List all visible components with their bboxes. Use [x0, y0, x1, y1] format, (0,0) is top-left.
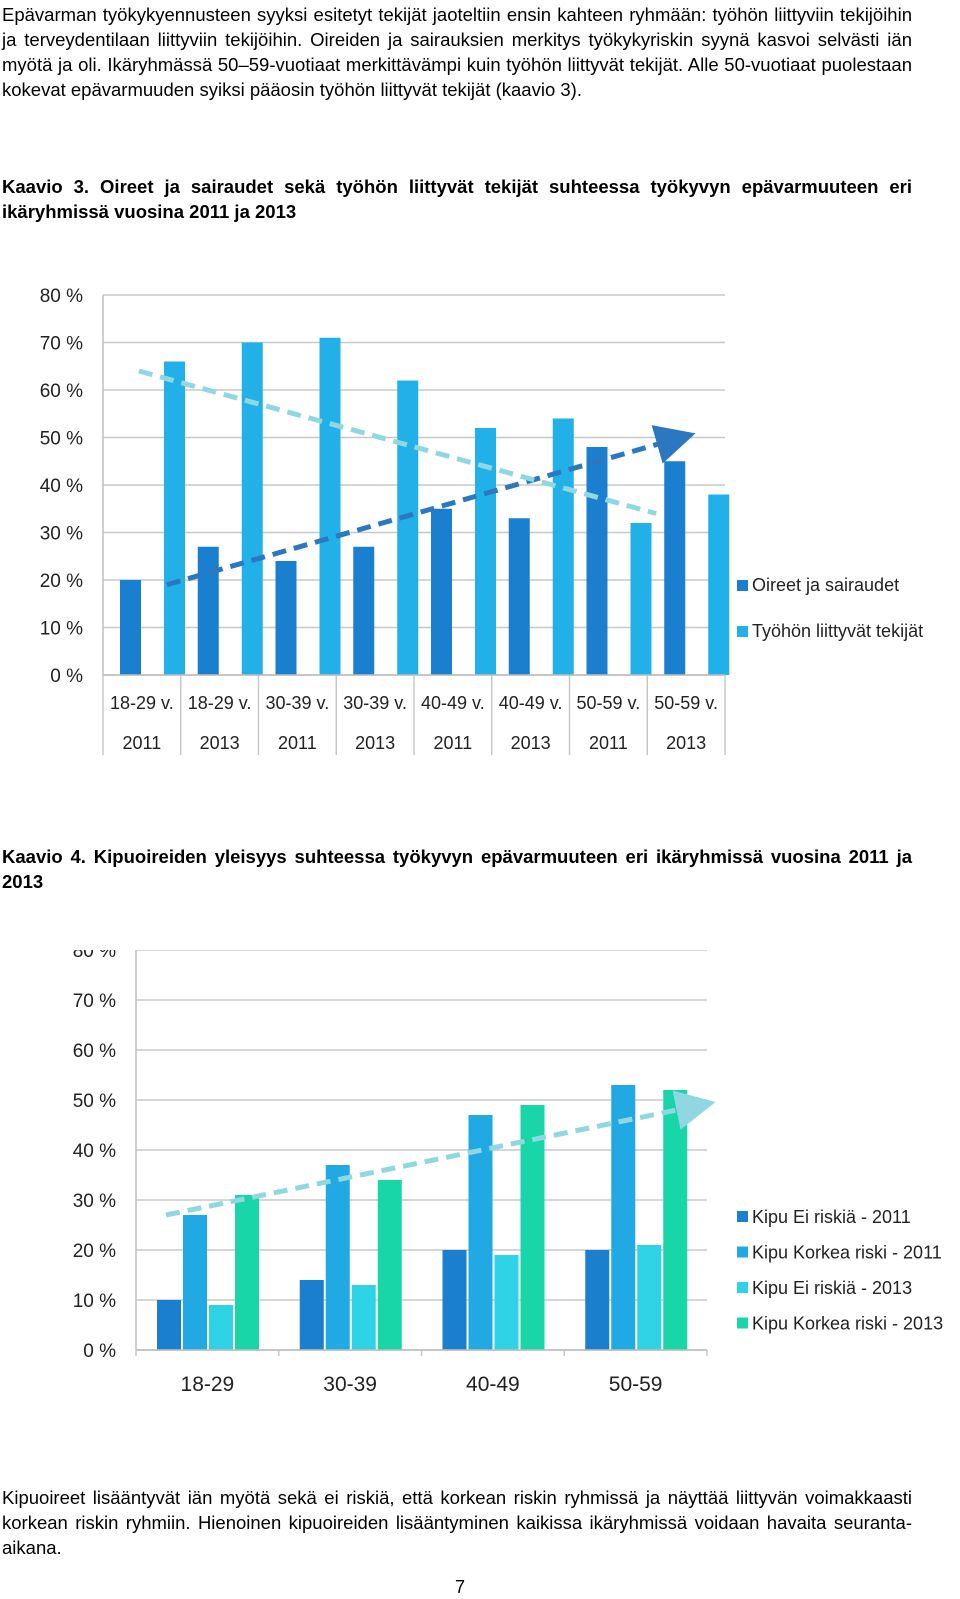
x-tick-label: 30-39 — [323, 1373, 377, 1396]
x-tick-label: 18-29 — [181, 1373, 235, 1396]
x-tick-year: 2011 — [278, 733, 317, 753]
page-number: 7 — [454, 1577, 465, 1597]
bar-series-2 — [611, 1085, 636, 1350]
bar-oireet — [664, 461, 686, 675]
bar-oireet — [586, 447, 608, 675]
chart3-caption: Kaavio 3. Oireet ja sairaudet sekä työhö… — [2, 176, 912, 222]
x-tick-year: 2013 — [666, 733, 706, 753]
chart3: 0 % 10 % 20 % 30 % 40 % 50 % 60 % 70 % 80 % 18-29… — [40, 286, 923, 755]
bar-series-3 — [351, 1285, 376, 1350]
bar-oireet — [431, 508, 452, 675]
chart4: 0 % 10 % 20 % 30 % 40 % 50 % 60 % 70 % 80 % 18-29… — [73, 950, 943, 1396]
bar-tyo — [241, 342, 263, 675]
bar-series-2 — [183, 1215, 207, 1350]
y-tick-label: 30 % — [73, 1191, 116, 1212]
chart4-caption: Kaavio 4. Kipuoireiden yleisyys suhteess… — [2, 846, 912, 892]
x-tick-label: 30-39 v. — [266, 693, 330, 713]
legend-label: Oireet ja sairaudet — [752, 575, 899, 595]
y-tick-label: 10 % — [73, 1291, 116, 1312]
y-tick-label: 20 % — [73, 1241, 116, 1262]
bar-tyo — [708, 494, 730, 675]
bar-series-1 — [157, 1300, 181, 1350]
x-tick-label: 40-49 v. — [499, 693, 563, 713]
y-tick-label: 60 % — [73, 1041, 116, 1062]
legend-label: Kipu Ei riskiä - 2011 — [752, 1207, 911, 1227]
bar-oireet — [508, 518, 530, 675]
bar-series-3 — [209, 1305, 233, 1350]
legend-swatch — [737, 1246, 748, 1258]
y-tick-label: 0 % — [50, 666, 83, 687]
bar-series-3 — [494, 1255, 519, 1350]
legend-label: Kipu Korkea riski - 2011 — [752, 1243, 942, 1263]
y-tick-label: 0 % — [83, 1341, 116, 1362]
bar-series-1 — [442, 1250, 467, 1350]
bar-series-1 — [585, 1250, 610, 1350]
x-tick-label: 30-39 v. — [343, 693, 407, 713]
legend-swatch — [737, 626, 748, 637]
y-tick-label: 40 % — [73, 1141, 116, 1162]
trendline — [165, 1090, 716, 1218]
y-tick-label: 50 % — [73, 1091, 116, 1112]
closing-paragraph: Kipuoireet lisääntyvät iän myötä sekä ei… — [2, 1487, 912, 1558]
x-tick-label: 50-59 v. — [577, 693, 641, 713]
y-tick-label: 80 % — [40, 286, 83, 307]
legend-label: Työhön liittyvät tekijät — [752, 621, 923, 641]
legend-swatch — [737, 1282, 748, 1293]
x-tick-label: 18-29 v. — [110, 693, 174, 713]
y-tick-label: 80 % — [73, 950, 116, 962]
x-tick-year: 2011 — [434, 733, 473, 753]
bar-oireet — [275, 561, 297, 675]
x-tick-label: 50-59 — [609, 1373, 663, 1396]
y-tick-label: 40 % — [40, 476, 83, 497]
y-tick-label: 20 % — [40, 571, 83, 592]
bar-tyo — [164, 361, 185, 675]
y-tick-label: 70 % — [73, 991, 116, 1012]
y-tick-label: 60 % — [40, 381, 83, 402]
x-tick-label: 40-49 — [466, 1373, 520, 1396]
x-tick-label: 50-59 v. — [654, 693, 718, 713]
bar-series-3 — [637, 1245, 662, 1350]
intro-paragraph: Epävarman työkykyennusteen syyksi esitet… — [2, 4, 912, 100]
bar-oireet — [353, 546, 375, 675]
legend-label: Kipu Ei riskiä - 2013 — [752, 1278, 912, 1298]
legend-swatch — [737, 1211, 748, 1222]
bar-series-1 — [299, 1280, 324, 1350]
bar-series-4 — [663, 1090, 688, 1350]
x-tick-year: 2013 — [200, 733, 240, 753]
y-tick-label: 10 % — [40, 619, 83, 640]
bar-tyo — [630, 523, 652, 675]
x-tick-year: 2011 — [123, 733, 162, 753]
y-tick-label: 50 % — [40, 429, 83, 450]
x-tick-year: 2013 — [511, 733, 551, 753]
bar-series-2 — [325, 1165, 350, 1350]
bar-oireet — [120, 580, 141, 675]
x-tick-label: 40-49 v. — [421, 693, 485, 713]
y-tick-label: 70 % — [40, 334, 83, 355]
legend-label: Kipu Korkea riski - 2013 — [752, 1314, 943, 1334]
x-tick-year: 2011 — [589, 733, 628, 753]
legend-swatch — [737, 1317, 748, 1329]
bar-series-4 — [520, 1105, 545, 1350]
bar-oireet — [197, 546, 219, 675]
bar-series-4 — [235, 1195, 259, 1350]
bar-tyo — [397, 380, 419, 675]
legend-swatch — [737, 580, 748, 591]
y-tick-label: 30 % — [40, 524, 83, 545]
x-tick-label: 18-29 v. — [188, 693, 252, 713]
bar-tyo — [552, 418, 574, 675]
x-tick-year: 2013 — [355, 733, 395, 753]
bar-series-4 — [377, 1180, 402, 1350]
trendline — [138, 368, 657, 516]
trendline — [166, 425, 696, 588]
bar-tyo — [319, 337, 341, 675]
